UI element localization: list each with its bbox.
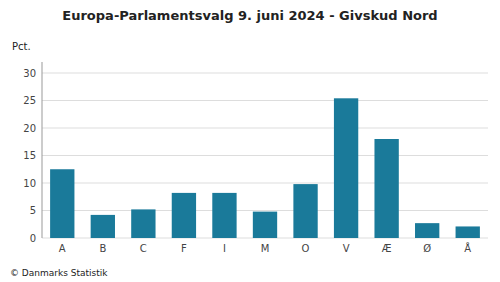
bar: [91, 215, 115, 238]
grid: [42, 73, 488, 238]
y-axis-line: [42, 62, 43, 238]
title: Europa-Parlamentsvalg 9. juni 2024 - Giv…: [62, 8, 437, 23]
y-ticks: 0 5 10 15 20 25 30: [23, 68, 36, 244]
grid-line: [42, 155, 488, 156]
grid-line: [42, 128, 488, 129]
x-tick-label: Å: [464, 242, 471, 254]
bar: [172, 193, 196, 238]
y-tick-label: 5: [30, 205, 36, 216]
x-tick-label: Æ: [382, 243, 392, 254]
bar: [374, 139, 398, 238]
bar: [131, 209, 155, 238]
y-tick-label: 0: [30, 233, 36, 244]
y-tick-label: 15: [23, 150, 36, 161]
y-tick-label: 30: [23, 68, 36, 79]
bar: [50, 169, 74, 238]
bar: [212, 193, 236, 238]
chart-container: Europa-Parlamentsvalg 9. juni 2024 - Giv…: [0, 0, 500, 282]
x-tick-label: V: [343, 243, 350, 254]
bar: [334, 98, 358, 238]
bars: [50, 98, 480, 238]
y-tick-label: 25: [23, 95, 36, 106]
bar: [293, 184, 317, 238]
grid-line: [42, 100, 488, 101]
bar: [415, 223, 439, 238]
x-tick-label: B: [99, 243, 106, 254]
bar: [456, 226, 480, 238]
x-tick-label: M: [261, 243, 270, 254]
x-tick-label: I: [223, 243, 226, 254]
x-tick-label: F: [181, 243, 187, 254]
y-tick-label: 10: [23, 178, 36, 189]
x-tick-label: A: [59, 243, 66, 254]
x-ticks: ABCFIMOVÆØÅ: [59, 242, 471, 254]
x-tick-label: O: [302, 243, 310, 254]
x-tick-label: C: [140, 243, 147, 254]
bar: [253, 212, 277, 238]
y-tick-label: 20: [23, 123, 36, 134]
footer: © Danmarks Statistik: [10, 268, 108, 278]
x-tick-label: Ø: [423, 243, 431, 254]
grid-line: [42, 210, 488, 211]
grid-line: [42, 183, 488, 184]
grid-line: [42, 73, 488, 74]
y-axis-label: Pct.: [12, 41, 31, 52]
chart: Europa-Parlamentsvalg 9. juni 2024 - Giv…: [0, 0, 500, 282]
